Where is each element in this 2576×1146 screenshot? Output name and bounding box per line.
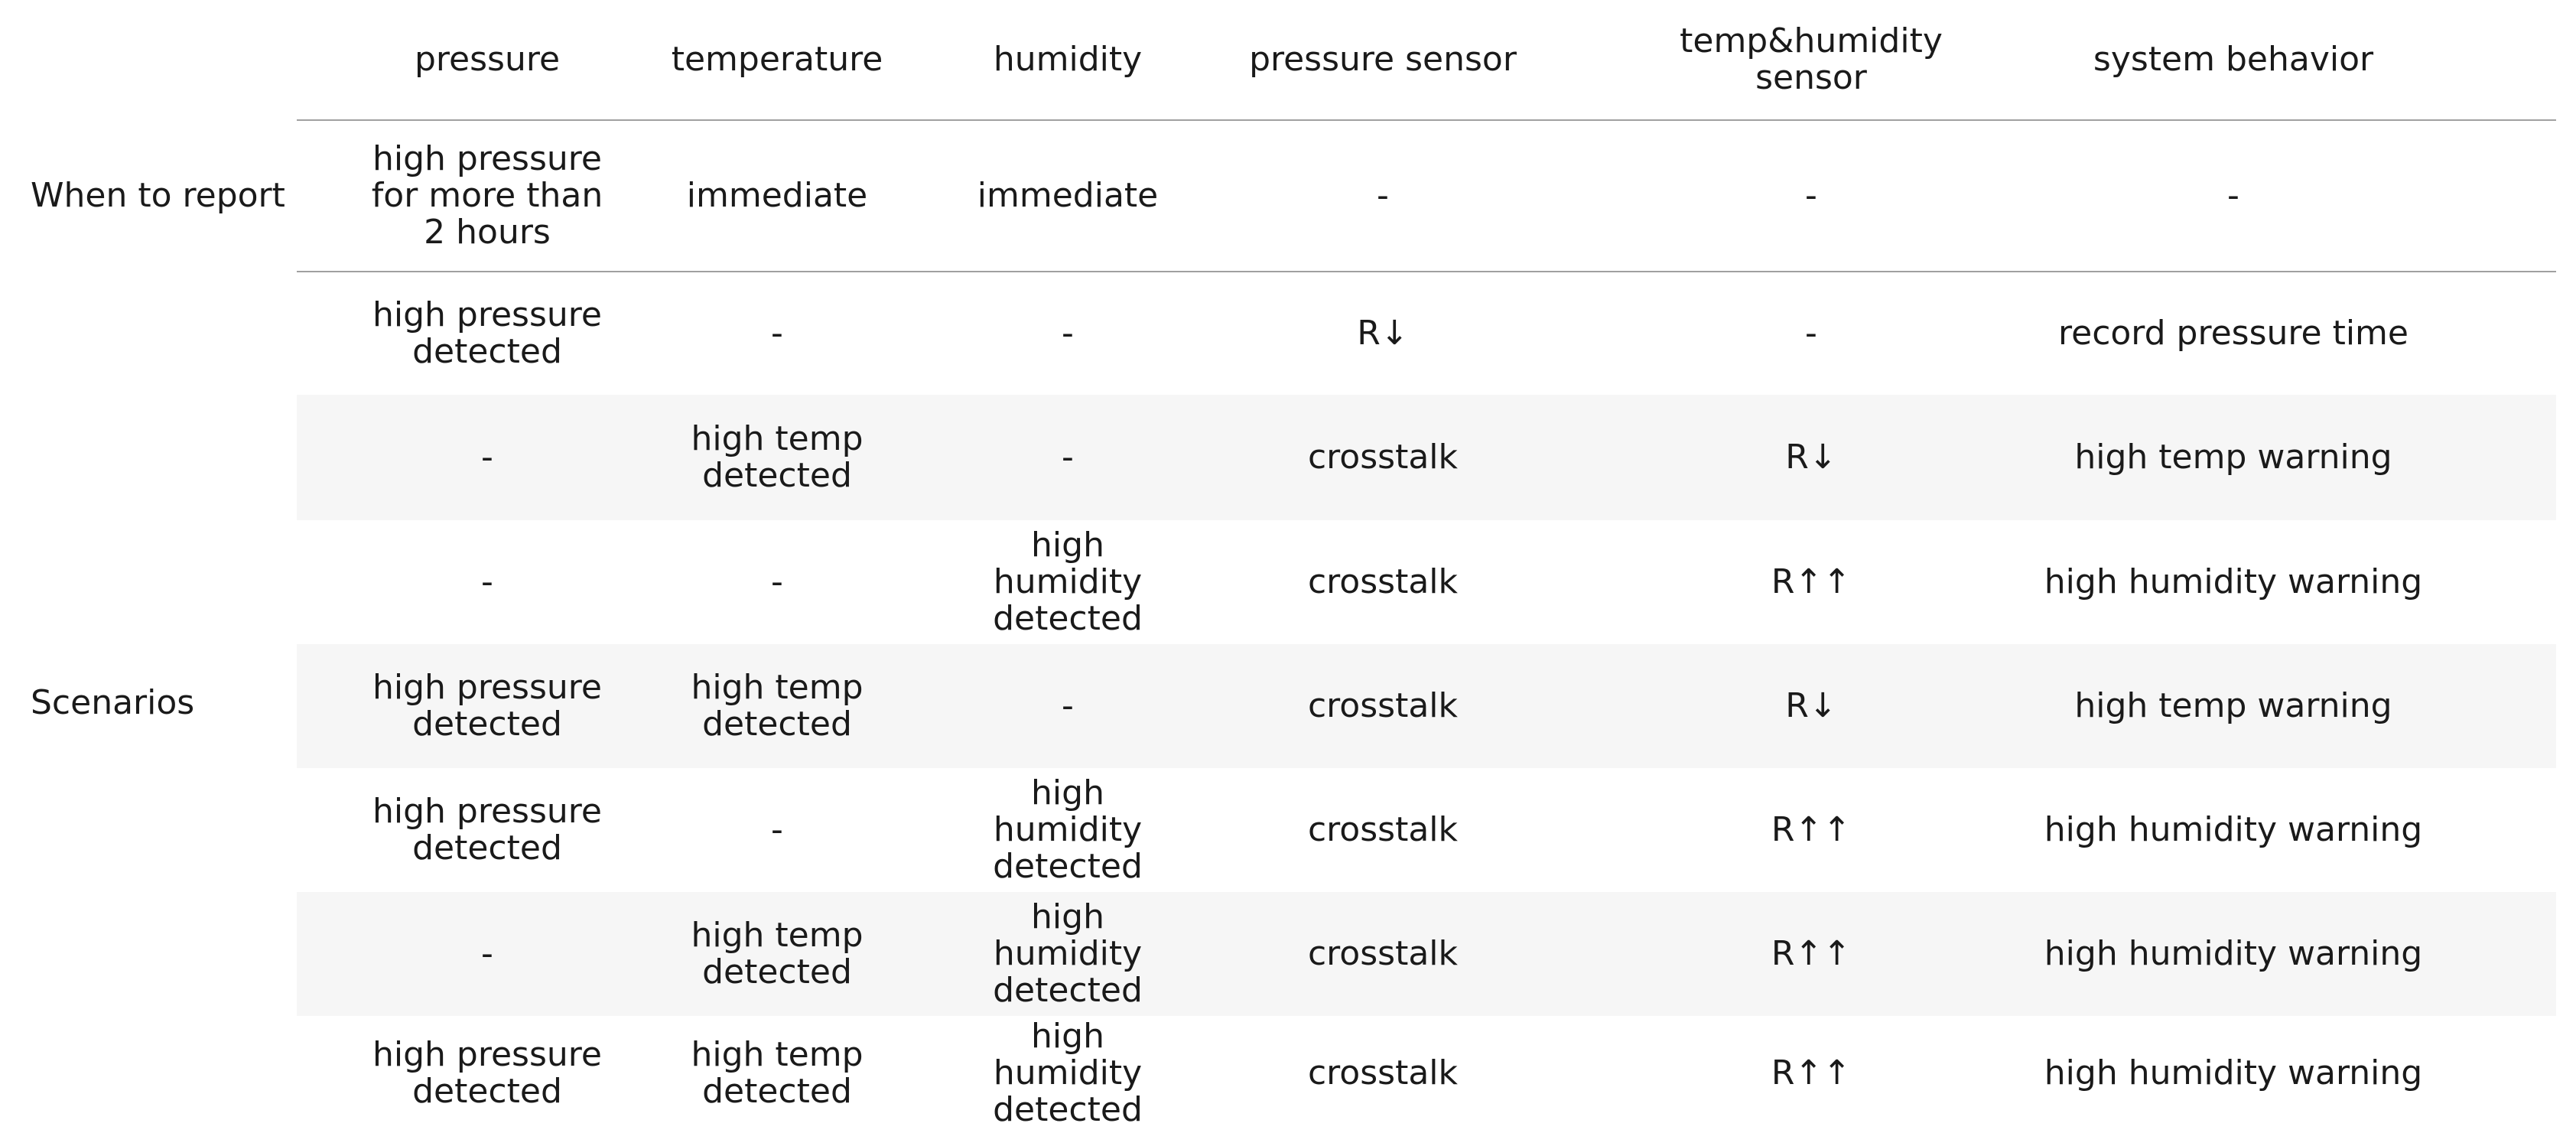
table-cell: high temp warning <box>2074 438 2392 477</box>
table-cell: - <box>771 810 783 849</box>
table-cell: high humidity warning <box>2044 810 2423 849</box>
table-cell: - <box>1805 314 1817 353</box>
report-row: high pressure for more than 2 hours immed… <box>297 121 2556 272</box>
table-header-row: pressure temperature humidity pressure sens… <box>297 0 2556 121</box>
header-system-behavior: system behavior <box>2093 40 2374 79</box>
table-cell: high humidity warning <box>2044 934 2423 973</box>
table-row: - high temp detected - crosstalk R↓ high temp… <box>297 395 2556 520</box>
table-cell: crosstalk <box>1307 1053 1458 1092</box>
table-cell: crosstalk <box>1307 438 1458 477</box>
table-cell: - <box>771 562 783 601</box>
table-cell: high humidity detected <box>993 897 1143 1010</box>
table-cell: high pressure detected <box>372 1035 602 1111</box>
table-cell: R↑↑ <box>1771 562 1852 601</box>
header-temp-humidity-sensor: temp&humidity sensor <box>1680 21 1943 97</box>
table-cell: high temp detected <box>691 916 864 991</box>
table-cell: crosstalk <box>1307 934 1458 973</box>
header-pressure-sensor: pressure sensor <box>1249 40 1517 79</box>
table-row: high pressure detected - high humidity det… <box>297 768 2556 892</box>
table-cell: - <box>481 438 493 477</box>
sensor-table: pressure temperature humidity pressure sens… <box>297 0 2556 1131</box>
row-group-label-report: When to report <box>31 176 285 215</box>
table-cell: high humidity warning <box>2044 562 2423 601</box>
table-cell: - <box>2227 176 2239 215</box>
table-row: high pressure detected high temp detected… <box>297 644 2556 768</box>
header-pressure: pressure <box>414 40 561 79</box>
table-cell: - <box>1805 176 1817 215</box>
table-cell: high humidity detected <box>993 773 1143 886</box>
table-cell: - <box>481 934 493 973</box>
table-cell: immediate <box>977 176 1159 215</box>
table-cell: immediate <box>686 176 868 215</box>
table-cell: R↑↑ <box>1771 810 1852 849</box>
table-cell: R↓ <box>1785 438 1837 477</box>
table-row: high pressure detected high temp detected… <box>297 1016 2556 1131</box>
table-cell: high pressure detected <box>372 668 602 744</box>
table-cell: R↑↑ <box>1771 934 1852 973</box>
table-cell: - <box>1377 176 1389 215</box>
table-cell: R↑↑ <box>1771 1053 1852 1092</box>
table-cell: high pressure detected <box>372 792 602 868</box>
table-cell: high temp detected <box>691 1035 864 1111</box>
table-cell: - <box>1062 686 1074 725</box>
table-cell: crosstalk <box>1307 562 1458 601</box>
table-cell: - <box>1062 438 1074 477</box>
table-cell: high temp detected <box>691 668 864 744</box>
table-cell: R↓ <box>1785 686 1837 725</box>
header-temperature: temperature <box>671 40 883 79</box>
table-cell: high pressure for more than 2 hours <box>371 139 603 252</box>
table-cell: high humidity warning <box>2044 1053 2423 1092</box>
table-cell: record pressure time <box>2058 314 2408 353</box>
table-cell: - <box>771 314 783 353</box>
table-cell: high temp detected <box>691 419 864 495</box>
table-cell: high temp warning <box>2074 686 2392 725</box>
table-row: - - high humidity detected crosstalk R↑↑ high… <box>297 520 2556 644</box>
table-cell: high pressure detected <box>372 295 602 371</box>
table-cell: R↓ <box>1357 314 1409 353</box>
table-row: - high temp detected high humidity detecte… <box>297 892 2556 1016</box>
table-cell: high humidity detected <box>993 1017 1143 1129</box>
table-row: high pressure detected - - R↓ - record pressu… <box>297 272 2556 395</box>
table-cell: crosstalk <box>1307 686 1458 725</box>
table-cell: high humidity detected <box>993 526 1143 638</box>
table-cell: - <box>1062 314 1074 353</box>
table-cell: crosstalk <box>1307 810 1458 849</box>
table-cell: - <box>481 562 493 601</box>
header-humidity: humidity <box>993 40 1143 79</box>
row-group-label-scenarios: Scenarios <box>31 683 195 722</box>
